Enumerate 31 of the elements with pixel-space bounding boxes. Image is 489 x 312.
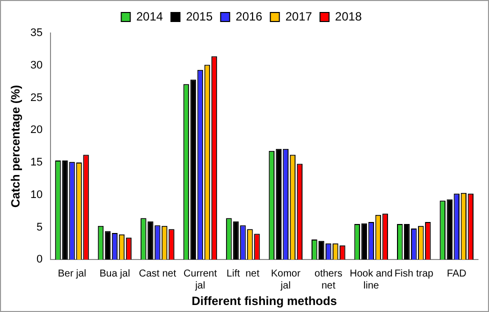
x-tick-label: Current jal xyxy=(184,268,218,292)
bar xyxy=(318,240,324,260)
bar xyxy=(233,221,239,260)
x-tick-label: Ber jal xyxy=(58,268,86,280)
y-tick-label: 35 xyxy=(30,27,43,40)
bar xyxy=(404,224,410,260)
y-tick-label: 0 xyxy=(36,254,43,266)
bar xyxy=(148,221,154,260)
legend-label: 2014 xyxy=(136,9,164,24)
y-tick-label: 10 xyxy=(30,188,43,201)
x-tick-label: Cast net xyxy=(138,268,176,280)
x-axis-title: Different fishing methods xyxy=(192,294,338,308)
x-tick-label: Bua jal xyxy=(99,268,130,280)
y-tick-label: 25 xyxy=(30,92,43,104)
legend-label: 2016 xyxy=(236,9,263,24)
legend-label: 2018 xyxy=(335,9,362,24)
bar xyxy=(446,199,452,260)
x-tick-label: Lift net xyxy=(226,268,260,280)
bar xyxy=(62,160,68,260)
y-tick-label: 5 xyxy=(36,221,43,234)
legend-label: 2017 xyxy=(285,9,312,24)
legend-label: 2015 xyxy=(186,9,213,24)
x-tick-label: Hook and line xyxy=(350,268,393,292)
y-tick-label: 30 xyxy=(30,59,43,72)
x-tick-label: FAD xyxy=(446,268,466,280)
y-tick-label: 20 xyxy=(30,124,43,136)
y-tick-label: 15 xyxy=(30,156,43,169)
x-tick-label: Komor jal xyxy=(270,268,302,292)
y-axis-title: Catch percentage (%) xyxy=(8,84,23,208)
x-tick-label: others net xyxy=(314,268,342,292)
x-tick-label: Fish trap xyxy=(394,268,434,280)
